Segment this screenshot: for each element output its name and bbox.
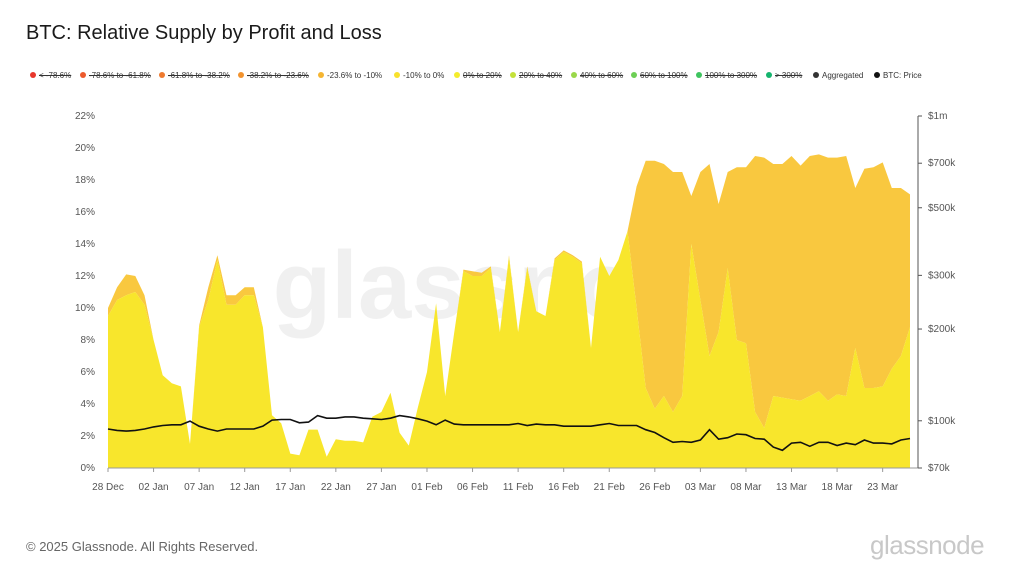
right-tick-label: $500k xyxy=(928,203,956,214)
legend-dot xyxy=(510,71,516,78)
area-series-23-to-10 xyxy=(108,154,910,457)
x-tick-label: 11 Feb xyxy=(503,482,534,493)
x-tick-label: 17 Jan xyxy=(275,482,305,493)
x-tick-label: 28 Dec xyxy=(92,482,124,493)
chart-title: BTC: Relative Supply by Profit and Loss xyxy=(26,22,382,44)
x-tick-label: 21 Feb xyxy=(594,482,626,493)
legend-dot xyxy=(454,71,460,78)
x-tick-label: 13 Mar xyxy=(776,482,808,493)
legend-dot xyxy=(318,71,324,78)
legend-dot xyxy=(874,71,880,78)
legend-dot xyxy=(159,71,165,78)
x-tick-label: 01 Feb xyxy=(411,482,443,493)
x-tick-label: 16 Feb xyxy=(548,482,580,493)
y-tick-label: 14% xyxy=(75,239,95,250)
y-tick-label: 4% xyxy=(81,399,96,410)
legend-label: -61.8% to -38.2% xyxy=(168,71,230,80)
legend-label: Aggregated xyxy=(822,71,864,80)
legend-dot xyxy=(813,71,819,78)
legend-dot xyxy=(766,71,772,78)
legend-label: 100% to 300% xyxy=(705,71,758,80)
legend-item-13[interactable]: BTC: Price xyxy=(874,70,922,82)
legend-item-3[interactable]: -38.2% to -23.6% xyxy=(238,70,309,82)
legend-item-11[interactable]: > 300% xyxy=(766,70,802,82)
glassnode-logo[interactable]: glassnode xyxy=(870,530,985,560)
x-tick-label: 26 Feb xyxy=(639,482,671,493)
legend-item-6[interactable]: 0% to 20% xyxy=(454,70,502,82)
x-tick-label: 06 Feb xyxy=(457,482,489,493)
y-tick-label: 22% xyxy=(75,111,95,122)
right-tick-label: $70k xyxy=(928,463,951,474)
legend-dot xyxy=(394,71,400,78)
legend-item-8[interactable]: 40% to 60% xyxy=(571,70,623,82)
legend-item-12[interactable]: Aggregated xyxy=(813,70,863,82)
copyright-footer: © 2025 Glassnode. All Rights Reserved. xyxy=(26,539,259,554)
y-tick-label: 2% xyxy=(81,431,96,442)
y-tick-label: 16% xyxy=(75,207,95,218)
y-tick-label: 18% xyxy=(75,175,95,186)
y-tick-label: 6% xyxy=(81,367,96,378)
legend-item-4[interactable]: -23.6% to -10% xyxy=(318,70,382,82)
legend-label: -38.2% to -23.6% xyxy=(247,71,309,80)
y-tick-label: 12% xyxy=(75,271,95,282)
legend-item-2[interactable]: -61.8% to -38.2% xyxy=(159,70,230,82)
x-tick-label: 22 Jan xyxy=(321,482,351,493)
x-tick-label: 02 Jan xyxy=(139,482,169,493)
legend-item-0[interactable]: < -78.6% xyxy=(30,70,71,82)
right-tick-label: $1m xyxy=(928,111,947,122)
legend-dot xyxy=(238,71,244,78)
legend-label: 0% to 20% xyxy=(463,71,502,80)
axes: 0% 2% 4% 6% 8% 10% 12% 14% 16% 18% 20% 22% $70k $100k… xyxy=(75,111,956,493)
legend-item-7[interactable]: 20% to 40% xyxy=(510,70,562,82)
x-tick-label: 07 Jan xyxy=(184,482,214,493)
legend-label: -10% to 0% xyxy=(403,71,445,80)
x-tick-label: 08 Mar xyxy=(730,482,762,493)
legend-dot xyxy=(696,71,702,78)
legend-item-1[interactable]: -78.6% to -61.8% xyxy=(80,70,151,82)
legend-dot xyxy=(30,71,36,78)
legend-item-5[interactable]: -10% to 0% xyxy=(394,70,444,82)
x-tick-label: 12 Jan xyxy=(230,482,260,493)
y-tick-label: 8% xyxy=(81,335,96,346)
legend-label: > 300% xyxy=(775,71,803,80)
x-tick-label: 18 Mar xyxy=(822,482,854,493)
legend-label: BTC: Price xyxy=(883,71,922,80)
right-tick-label: $700k xyxy=(928,158,956,169)
x-tick-label: 03 Mar xyxy=(685,482,717,493)
legend-dot xyxy=(631,71,637,78)
price-line xyxy=(107,414,911,452)
legend-dot xyxy=(571,71,577,78)
legend-label: < -78.6% xyxy=(39,71,72,80)
legend-item-9[interactable]: 60% to 100% xyxy=(631,70,688,82)
right-tick-label: $100k xyxy=(928,416,956,427)
legend-item-10[interactable]: 100% to 300% xyxy=(696,70,757,82)
legend-label: -23.6% to -10% xyxy=(327,71,383,80)
price-layer xyxy=(107,414,911,452)
legend-label: 40% to 60% xyxy=(580,71,624,80)
area-series-10-to-0 xyxy=(108,231,910,468)
x-tick-label: 27 Jan xyxy=(366,482,396,493)
x-tick-label: 23 Mar xyxy=(867,482,899,493)
legend-label: 20% to 40% xyxy=(519,71,563,80)
legend-label: 60% to 100% xyxy=(640,71,688,80)
y-tick-label: 10% xyxy=(75,303,95,314)
right-tick-label: $300k xyxy=(928,270,956,281)
area-layer xyxy=(108,154,910,468)
y-tick-label: 0% xyxy=(81,463,96,474)
y-tick-label: 20% xyxy=(75,143,95,154)
right-tick-label: $200k xyxy=(928,324,956,335)
legend-label: -78.6% to -61.8% xyxy=(89,71,151,80)
legend: < -78.6% -78.6% to -61.8% -61.8% to -38.2%… xyxy=(30,70,1010,84)
legend-dot xyxy=(80,71,86,78)
